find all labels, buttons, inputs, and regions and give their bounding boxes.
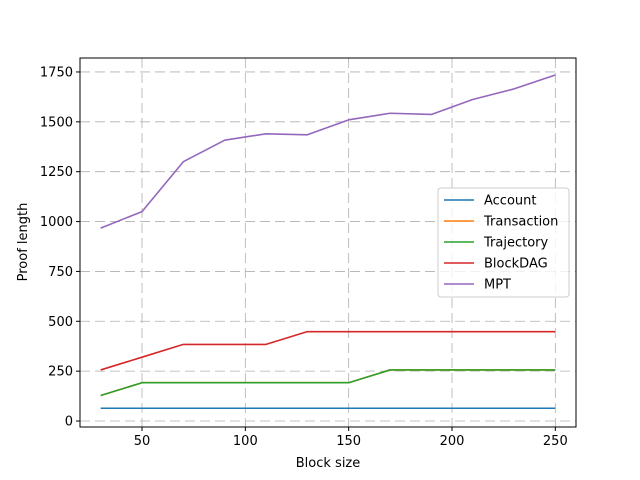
legend-label-mpt: MPT [484,278,511,293]
y-axis-label: Proof length [16,203,31,282]
legend-label-blockdag: BlockDAG [484,257,548,272]
y-tick-label: 0 [65,415,73,430]
y-tick-label: 500 [48,315,73,330]
x-axis-label: Block size [296,456,361,471]
y-tick-label: 1250 [40,165,73,180]
x-tick-label: 250 [543,434,568,449]
y-tick-label: 250 [48,365,73,380]
series-line-trajectory [100,369,556,397]
y-tick-label: 1500 [40,115,73,130]
legend: Account Transaction Trajectory BlockDAG MPT [437,187,570,298]
plot-frame [79,57,577,428]
x-tick-label: 150 [336,434,361,449]
legend-label-transaction: Transaction [483,215,558,230]
series-line-blockdag [100,330,556,371]
y-tick-label: 750 [48,265,73,280]
legend-box [437,187,570,298]
y-tick-label: 1750 [40,65,73,80]
x-tick-label: 200 [440,434,465,449]
x-axis-ticks: 50 100 150 200 250 [134,427,568,449]
x-tick-label: 100 [233,434,258,449]
series-layer [100,74,556,410]
y-tick-label: 1000 [40,215,73,230]
series-line-mpt [100,74,556,229]
x-tick-label: 50 [134,434,151,449]
legend-label-trajectory: Trajectory [483,236,548,251]
legend-label-account: Account [484,194,537,209]
y-axis-ticks: 0 250 500 750 1000 1250 1500 1750 [40,65,80,430]
